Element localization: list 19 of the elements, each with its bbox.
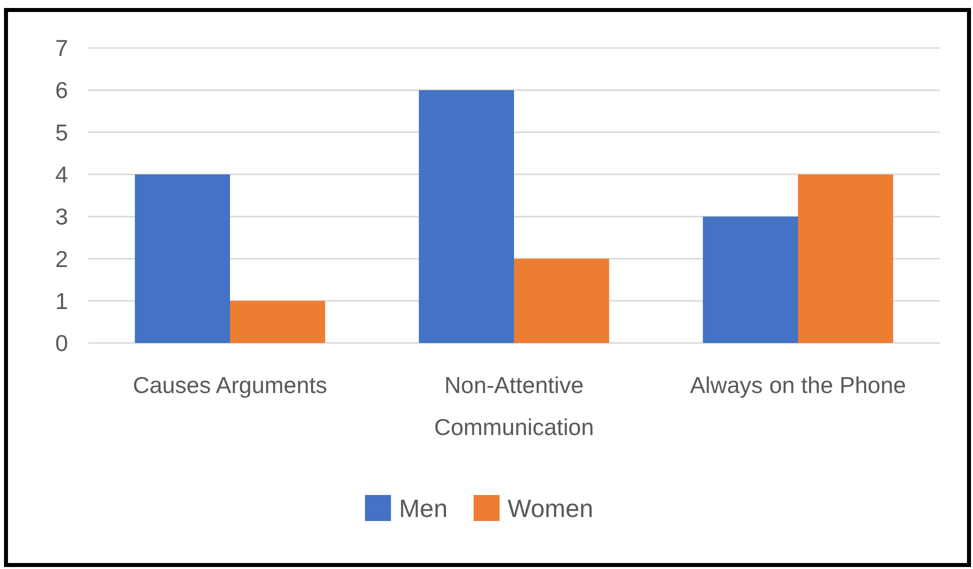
y-tick-label: 7	[55, 35, 68, 62]
bar	[418, 90, 514, 343]
bar	[230, 300, 326, 343]
y-tick-label: 6	[55, 77, 68, 104]
x-tick-label: Causes Arguments	[132, 372, 328, 398]
bar	[134, 174, 230, 343]
legend-label: Men	[398, 494, 448, 523]
bar	[702, 216, 798, 343]
y-tick-label: 4	[55, 161, 68, 188]
y-tick-label: 3	[55, 204, 68, 230]
y-tick-label: 5	[55, 119, 68, 146]
y-tick-label: 1	[55, 288, 68, 314]
x-tick-label: Non-Attentive Communication	[434, 372, 594, 440]
bar	[798, 174, 894, 343]
y-tick-label: 2	[55, 246, 68, 272]
bar	[514, 258, 610, 343]
legend-label: Women	[508, 494, 594, 523]
x-tick-label: Always on the Phone	[690, 372, 906, 398]
y-tick-label: 0	[55, 330, 68, 356]
